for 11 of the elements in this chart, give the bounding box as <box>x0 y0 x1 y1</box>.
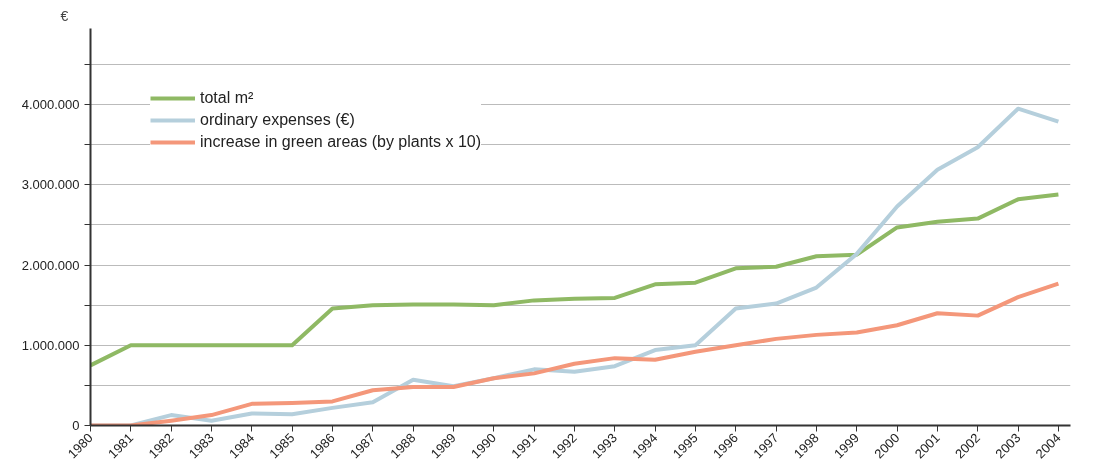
y-tick-label: 3.000.000 <box>21 177 80 193</box>
y-tick-label: 0 <box>72 418 80 433</box>
legend-label: ordinary expenses (€) <box>200 111 355 129</box>
legend-label: increase in green areas (by plants x 10) <box>200 133 482 151</box>
y-tick-label: 4.000.000 <box>21 97 80 113</box>
y-tick-label: 2.000.000 <box>21 257 80 273</box>
line-series <box>90 281 1061 426</box>
line-series <box>90 192 1061 368</box>
y-axis-title: € <box>60 7 69 24</box>
y-tick-label: 1.000.000 <box>21 337 80 353</box>
legend-label: total m² <box>200 89 254 107</box>
